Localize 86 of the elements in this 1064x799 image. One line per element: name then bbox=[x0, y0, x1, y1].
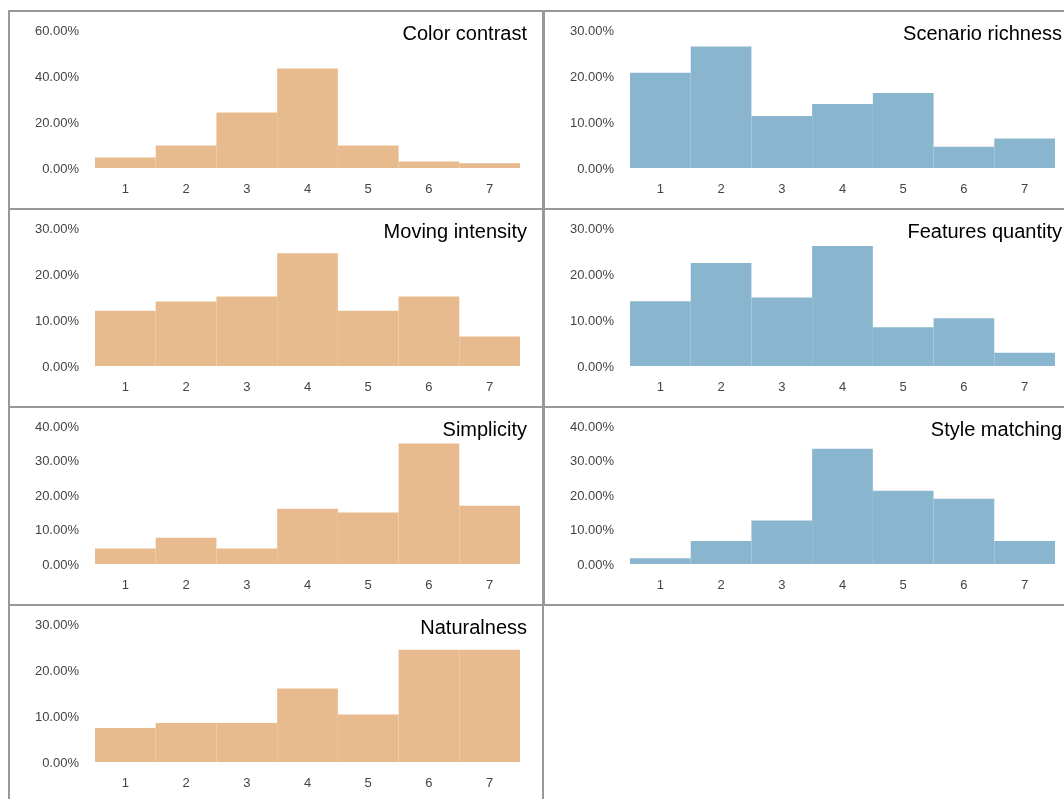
x-tick-label: 6 bbox=[960, 181, 968, 196]
chart-title: Features quantity bbox=[907, 220, 1062, 242]
chart-title: Simplicity bbox=[442, 418, 527, 440]
x-tick-label: 7 bbox=[486, 775, 494, 790]
y-tick-label: 30.00% bbox=[569, 220, 615, 236]
x-tick-label: 1 bbox=[121, 577, 129, 592]
y-tick-label: 0.00% bbox=[42, 358, 80, 374]
x-tick-label: 5 bbox=[899, 577, 907, 592]
x-tick-label: 6 bbox=[425, 181, 433, 196]
x-tick-label: 7 bbox=[486, 379, 494, 394]
y-tick-label: 30.00% bbox=[34, 220, 80, 236]
y-tick-label: 0.00% bbox=[577, 358, 615, 374]
y-tick-label: 0.00% bbox=[42, 754, 80, 770]
x-tick-label: 7 bbox=[486, 577, 494, 592]
x-tick-label: 4 bbox=[303, 181, 312, 196]
x-tick-label: 6 bbox=[425, 577, 433, 592]
y-tick-label: 30.00% bbox=[34, 453, 80, 468]
y-tick-label: 20.00% bbox=[34, 662, 80, 678]
x-tick-label: 3 bbox=[243, 379, 251, 394]
x-tick-label: 2 bbox=[182, 379, 190, 394]
x-tick-label: 5 bbox=[364, 181, 372, 196]
x-tick-label: 2 bbox=[182, 181, 190, 196]
x-tick-label: 2 bbox=[717, 379, 725, 394]
x-tick-label: 1 bbox=[121, 181, 129, 196]
x-tick-label: 7 bbox=[1021, 181, 1029, 196]
y-tick-label: 20.00% bbox=[569, 487, 615, 503]
y-tick-label: 10.00% bbox=[34, 522, 80, 537]
chart-title: Color contrast bbox=[402, 22, 528, 44]
x-tick-label: 5 bbox=[364, 379, 372, 394]
y-tick-label: 20.00% bbox=[34, 266, 80, 282]
y-tick-label: 20.00% bbox=[569, 68, 615, 84]
y-tick-label: 10.00% bbox=[569, 114, 615, 130]
x-tick-label: 3 bbox=[243, 577, 251, 592]
x-tick-label: 6 bbox=[960, 577, 968, 592]
x-tick-label: 2 bbox=[182, 577, 190, 592]
x-tick-label: 3 bbox=[778, 181, 786, 196]
x-tick-label: 5 bbox=[899, 181, 907, 196]
y-tick-label: 0.00% bbox=[42, 556, 80, 572]
y-tick-label: 30.00% bbox=[34, 616, 80, 632]
x-tick-label: 3 bbox=[778, 379, 786, 394]
x-tick-label: 4 bbox=[838, 577, 847, 592]
y-tick-label: 20.00% bbox=[34, 114, 80, 130]
x-tick-label: 7 bbox=[486, 181, 494, 196]
y-tick-label: 20.00% bbox=[569, 266, 615, 282]
y-tick-label: 40.00% bbox=[34, 68, 80, 84]
x-tick-label: 4 bbox=[303, 577, 312, 592]
y-tick-label: 20.00% bbox=[34, 487, 80, 503]
y-tick-label: 30.00% bbox=[569, 22, 615, 38]
x-tick-label: 4 bbox=[838, 379, 847, 394]
y-tick-label: 0.00% bbox=[42, 160, 80, 176]
x-tick-label: 1 bbox=[121, 379, 129, 394]
y-tick-label: 10.00% bbox=[569, 522, 615, 537]
x-tick-label: 1 bbox=[656, 181, 664, 196]
y-tick-label: 0.00% bbox=[577, 556, 615, 572]
x-tick-label: 4 bbox=[303, 379, 312, 394]
x-tick-label: 1 bbox=[656, 379, 664, 394]
y-tick-label: 0.00% bbox=[577, 160, 615, 176]
x-tick-label: 2 bbox=[182, 775, 190, 790]
y-tick-label: 30.00% bbox=[569, 453, 615, 468]
x-tick-label: 7 bbox=[1021, 379, 1029, 394]
x-tick-label: 4 bbox=[838, 181, 847, 196]
x-tick-label: 1 bbox=[121, 775, 129, 790]
y-tick-label: 60.00% bbox=[34, 22, 80, 38]
x-tick-label: 3 bbox=[243, 775, 251, 790]
y-tick-label: 10.00% bbox=[569, 312, 615, 328]
x-tick-label: 4 bbox=[303, 775, 312, 790]
x-tick-label: 6 bbox=[960, 379, 968, 394]
x-tick-label: 6 bbox=[425, 775, 433, 790]
x-tick-label: 3 bbox=[778, 577, 786, 592]
chart-title: Naturalness bbox=[420, 616, 527, 638]
x-tick-label: 5 bbox=[899, 379, 907, 394]
y-tick-label: 10.00% bbox=[34, 708, 80, 724]
x-tick-label: 7 bbox=[1021, 577, 1029, 592]
y-tick-label: 40.00% bbox=[34, 418, 80, 434]
chart-title: Style matching bbox=[930, 418, 1062, 440]
x-tick-label: 5 bbox=[364, 577, 372, 592]
x-tick-label: 2 bbox=[717, 577, 725, 592]
y-tick-label: 40.00% bbox=[569, 418, 615, 434]
x-tick-label: 3 bbox=[243, 181, 251, 196]
y-tick-label: 10.00% bbox=[34, 312, 80, 328]
x-tick-label: 1 bbox=[656, 577, 664, 592]
chart-title: Moving intensity bbox=[383, 220, 528, 242]
x-tick-label: 5 bbox=[364, 775, 372, 790]
x-tick-label: 2 bbox=[717, 181, 725, 196]
chart-title: Scenario richness bbox=[903, 22, 1062, 44]
x-tick-label: 6 bbox=[425, 379, 433, 394]
